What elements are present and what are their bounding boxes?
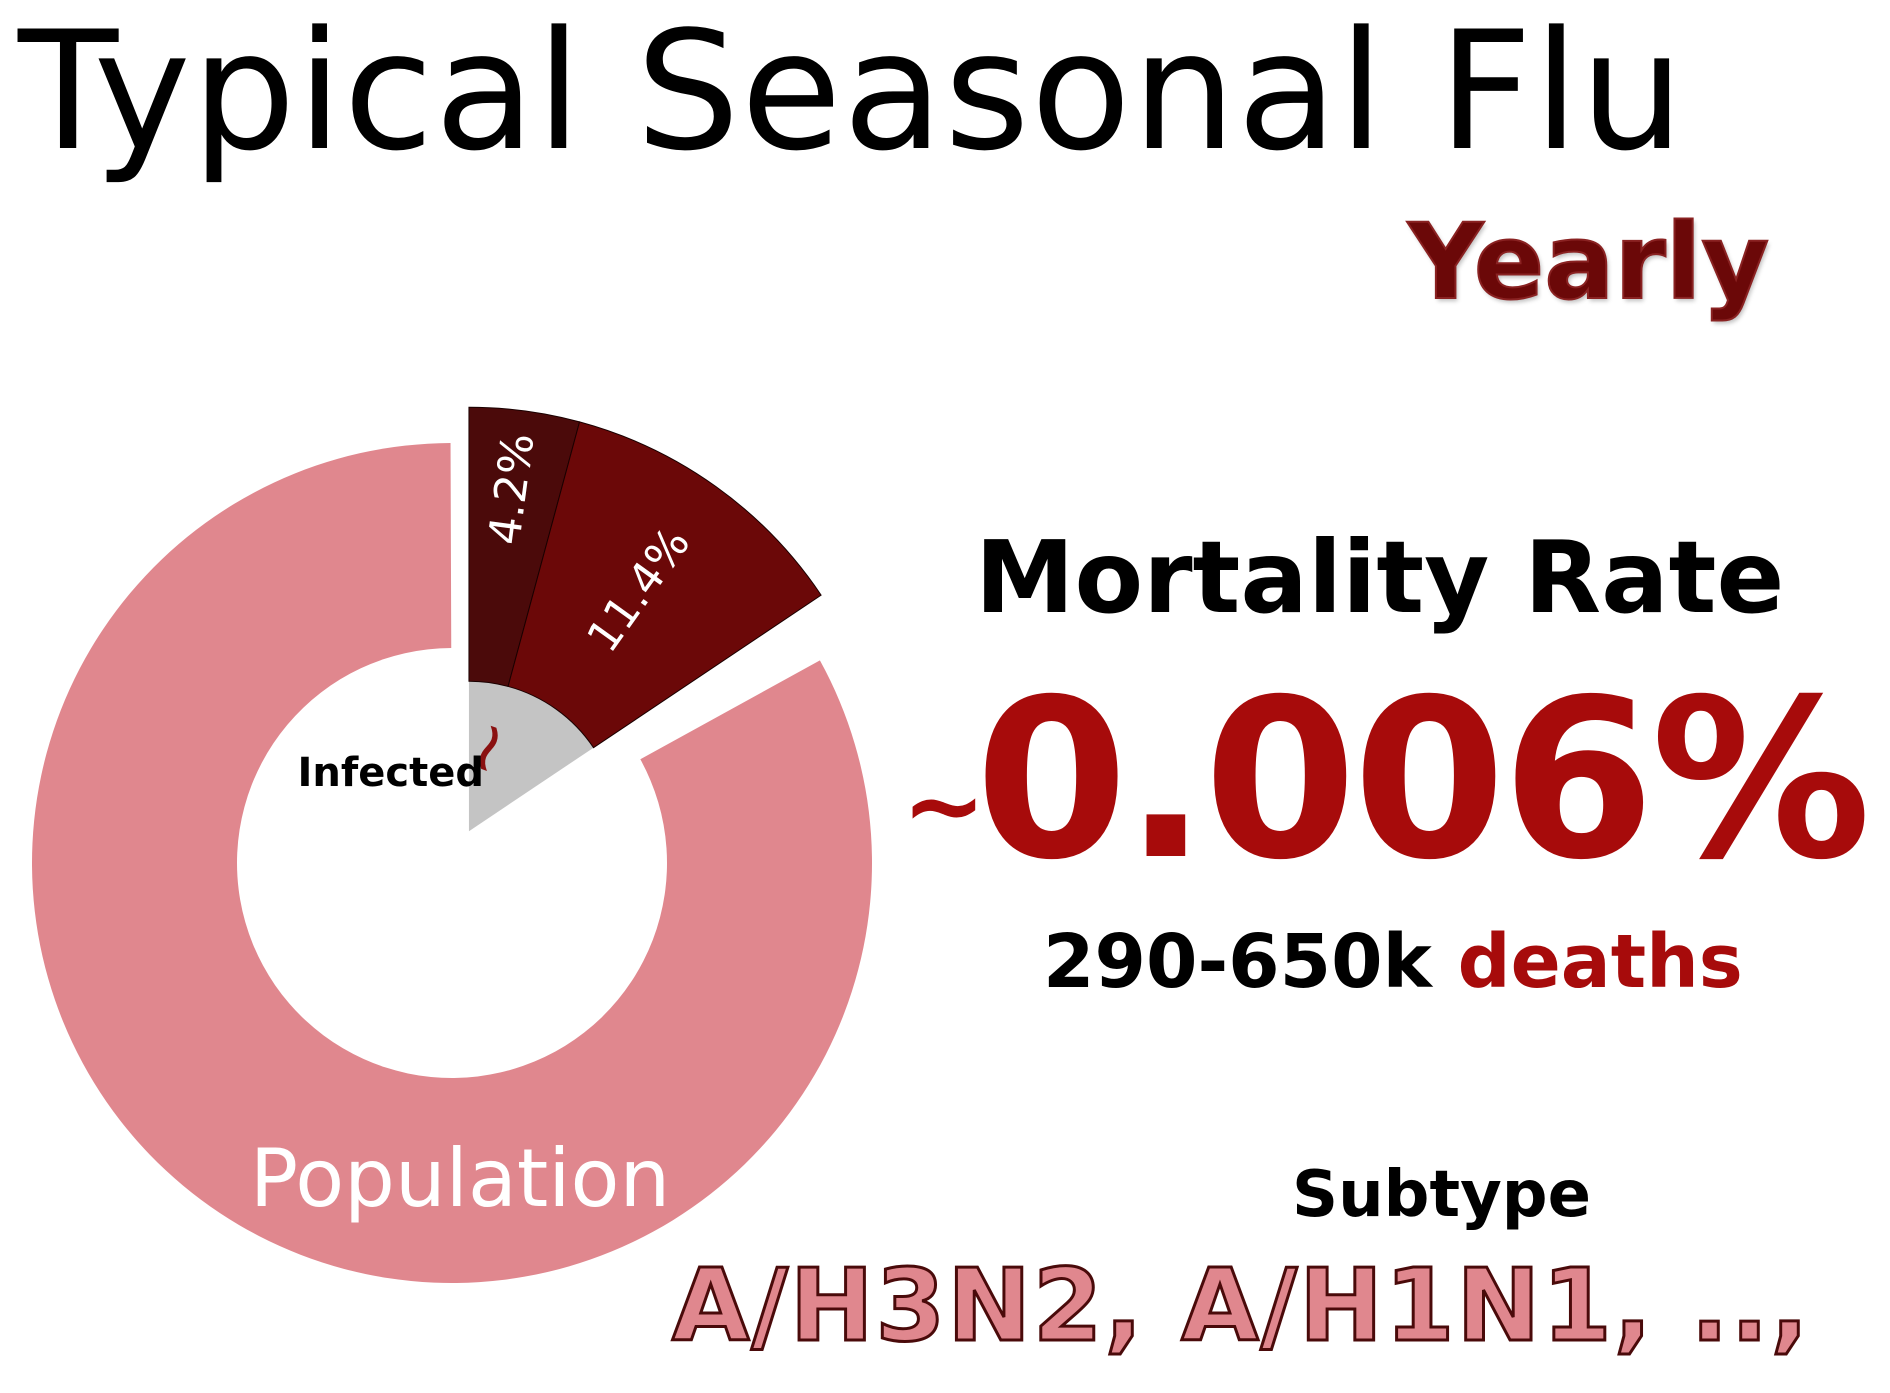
infected-label: Infected [298, 750, 484, 796]
deaths-count: 290-650k [1043, 919, 1432, 1005]
deaths-line: 290-650k deaths [1043, 925, 1743, 999]
deaths-word: deaths [1457, 919, 1743, 1005]
subtype-label: Subtype [1292, 1158, 1591, 1232]
mortality-value: 0.006% [975, 652, 1871, 908]
page-title: Typical Seasonal Flu [18, 0, 1685, 187]
subtype-value: A/H3N2, A/H1N1, .., [671, 1247, 1811, 1364]
pie-slice-population [32, 443, 873, 1283]
mortality-tilde: ~ [902, 747, 986, 864]
page-subtitle: Yearly [1407, 201, 1770, 323]
population-label: Population [250, 1132, 670, 1225]
pie-slice-2 [507, 421, 822, 749]
mortality-label: Mortality Rate [975, 519, 1785, 636]
pie-slice-infected [468, 681, 594, 832]
